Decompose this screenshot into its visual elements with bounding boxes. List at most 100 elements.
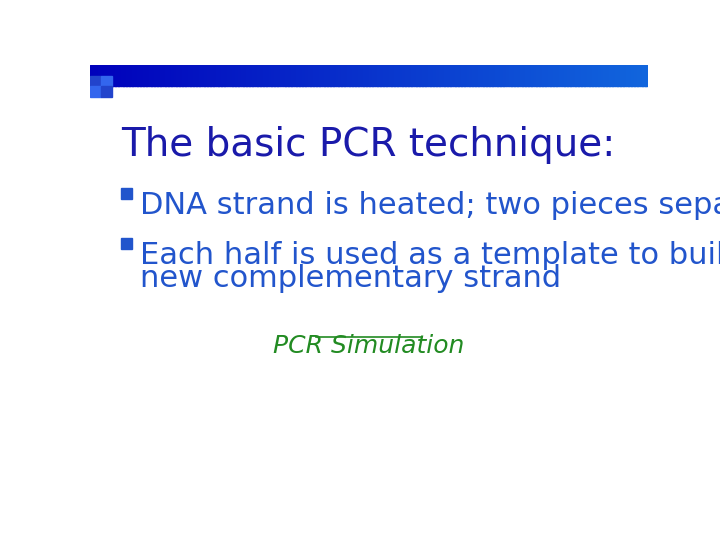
Bar: [218, 65, 222, 86]
Bar: [637, 65, 640, 86]
Bar: [559, 65, 562, 86]
Bar: [572, 65, 576, 86]
Bar: [486, 65, 490, 86]
Bar: [472, 65, 476, 86]
Bar: [182, 65, 186, 86]
Bar: [642, 65, 646, 86]
Bar: [263, 65, 266, 86]
Bar: [495, 65, 498, 86]
Bar: [132, 65, 135, 86]
Bar: [207, 65, 211, 86]
Bar: [553, 65, 557, 86]
Bar: [124, 65, 127, 86]
Bar: [620, 65, 624, 86]
Bar: [447, 65, 451, 86]
Bar: [233, 65, 236, 86]
Bar: [534, 65, 537, 86]
Text: new complementary strand: new complementary strand: [140, 264, 561, 293]
Bar: [606, 65, 610, 86]
Bar: [255, 65, 258, 86]
Bar: [297, 65, 300, 86]
Bar: [581, 65, 585, 86]
Bar: [639, 65, 643, 86]
Bar: [319, 65, 323, 86]
Bar: [118, 65, 122, 86]
Bar: [450, 65, 454, 86]
Bar: [389, 65, 392, 86]
Bar: [157, 65, 161, 86]
Bar: [425, 65, 428, 86]
Bar: [500, 65, 504, 86]
Bar: [252, 65, 256, 86]
Bar: [511, 65, 515, 86]
Bar: [461, 65, 464, 86]
Bar: [148, 65, 152, 86]
Bar: [623, 65, 626, 86]
Bar: [433, 65, 437, 86]
Bar: [160, 65, 163, 86]
Bar: [310, 65, 314, 86]
Bar: [567, 65, 571, 86]
Bar: [374, 65, 378, 86]
Bar: [190, 65, 194, 86]
Bar: [564, 65, 568, 86]
Bar: [93, 65, 96, 86]
Bar: [330, 65, 333, 86]
Bar: [140, 65, 144, 86]
Bar: [202, 65, 205, 86]
Bar: [523, 65, 526, 86]
Bar: [294, 65, 297, 86]
Bar: [364, 65, 367, 86]
Bar: [112, 65, 116, 86]
Bar: [444, 65, 448, 86]
Bar: [528, 65, 531, 86]
Bar: [380, 65, 384, 86]
Bar: [526, 65, 528, 86]
Bar: [260, 65, 264, 86]
Bar: [316, 65, 320, 86]
Bar: [126, 65, 130, 86]
Bar: [215, 65, 219, 86]
Bar: [392, 65, 395, 86]
Bar: [603, 65, 607, 86]
Bar: [383, 65, 387, 86]
Bar: [492, 65, 495, 86]
Bar: [587, 65, 590, 86]
Bar: [414, 65, 417, 86]
Bar: [361, 65, 364, 86]
Text: Each half is used as a template to build a: Each half is used as a template to build…: [140, 241, 720, 270]
Bar: [269, 65, 272, 86]
Bar: [645, 65, 649, 86]
Bar: [545, 65, 549, 86]
Bar: [240, 65, 244, 86]
Bar: [196, 65, 199, 86]
Bar: [550, 65, 554, 86]
Bar: [288, 65, 292, 86]
Bar: [517, 65, 521, 86]
Bar: [547, 65, 551, 86]
Bar: [584, 65, 588, 86]
Bar: [422, 65, 426, 86]
Bar: [107, 65, 110, 86]
Bar: [101, 76, 112, 86]
Bar: [575, 65, 579, 86]
Bar: [556, 65, 559, 86]
Bar: [542, 65, 546, 86]
Bar: [90, 86, 101, 97]
Bar: [166, 65, 169, 86]
Bar: [341, 65, 345, 86]
Bar: [372, 65, 375, 86]
Bar: [503, 65, 506, 86]
Bar: [213, 65, 216, 86]
Bar: [514, 65, 518, 86]
Bar: [489, 65, 492, 86]
Bar: [629, 65, 632, 86]
Bar: [377, 65, 381, 86]
Bar: [615, 65, 618, 86]
Bar: [498, 65, 501, 86]
Bar: [96, 65, 99, 86]
Bar: [227, 65, 230, 86]
Bar: [612, 65, 616, 86]
Bar: [475, 65, 479, 86]
Bar: [138, 65, 141, 86]
